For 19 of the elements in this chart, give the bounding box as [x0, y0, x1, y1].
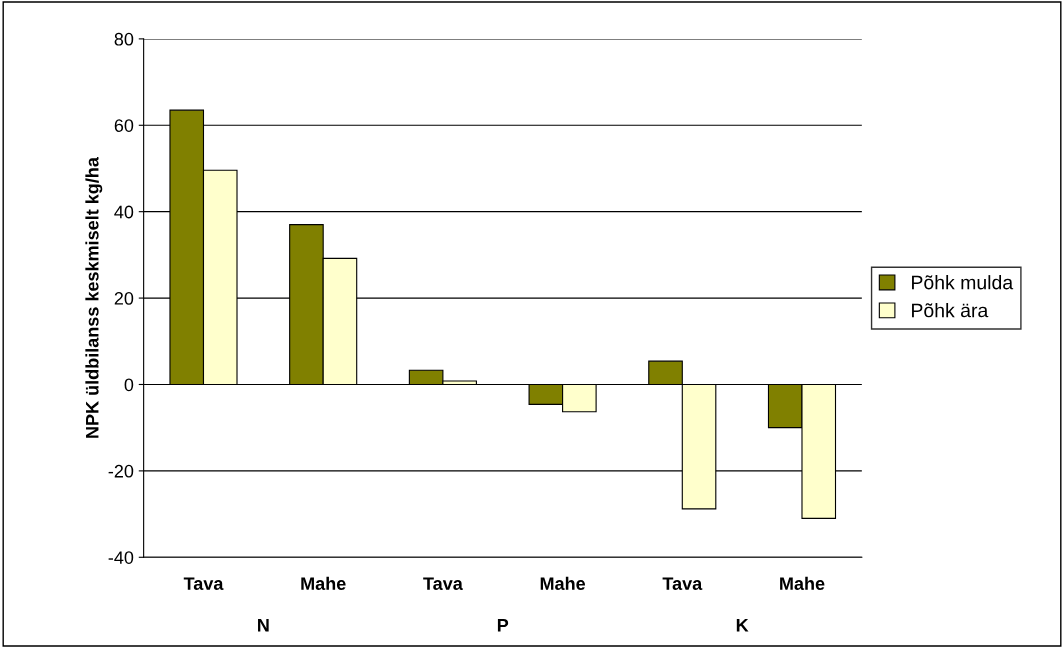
y-tick-label: 20	[114, 292, 134, 305]
text: K	[736, 618, 749, 632]
y-axis-title: NPK üldbilanss keskmiselt kg/ha	[85, 156, 103, 438]
y-tick-label: 60	[114, 119, 134, 132]
x-tick-label: Mahe	[301, 576, 346, 590]
text: P	[497, 618, 509, 632]
y-tick-label: -40	[108, 551, 134, 564]
y-tick-label: 80	[114, 32, 134, 46]
legend-label: Põhk ära	[912, 303, 989, 318]
x-tick-label: Tava	[662, 577, 703, 590]
legend-label: Põhk mulda	[912, 275, 1014, 290]
x-tick-label: Mahe	[780, 576, 825, 590]
text: N	[258, 618, 269, 632]
y-tick-label: 0	[124, 378, 134, 392]
x-tick-label: Mahe	[540, 576, 586, 590]
x-tick-label: Tava	[183, 577, 224, 590]
y-tick-label: -20	[108, 464, 134, 478]
y-tick-label: 40	[114, 205, 134, 219]
x-tick-label: Tava	[423, 577, 463, 590]
